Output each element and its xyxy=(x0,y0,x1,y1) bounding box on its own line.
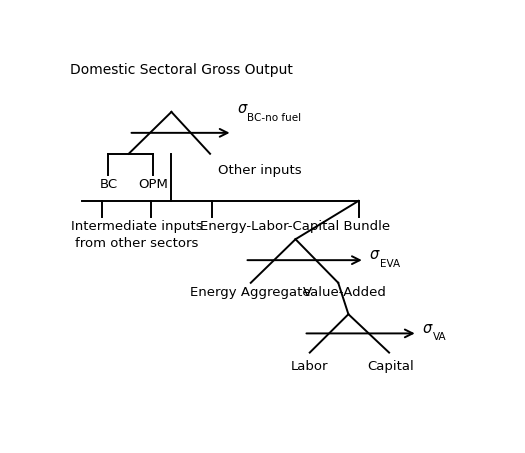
Text: $\sigma$: $\sigma$ xyxy=(422,321,433,336)
Text: Energy Aggregate: Energy Aggregate xyxy=(191,286,311,299)
Text: BC-no fuel: BC-no fuel xyxy=(247,113,302,123)
Text: Value-Added: Value-Added xyxy=(302,286,386,299)
Text: EVA: EVA xyxy=(380,259,400,269)
Text: VA: VA xyxy=(433,333,446,342)
Text: Capital: Capital xyxy=(368,360,415,372)
Text: Other inputs: Other inputs xyxy=(218,164,302,177)
Text: Labor: Labor xyxy=(291,360,329,372)
Text: BC: BC xyxy=(99,178,118,191)
Text: Energy-Labor-Capital Bundle: Energy-Labor-Capital Bundle xyxy=(201,220,391,233)
Text: Intermediate inputs
from other sectors: Intermediate inputs from other sectors xyxy=(71,220,203,250)
Text: $\sigma$: $\sigma$ xyxy=(236,101,248,116)
Text: Domestic Sectoral Gross Output: Domestic Sectoral Gross Output xyxy=(70,63,292,77)
Text: OPM: OPM xyxy=(138,178,168,191)
Text: $\sigma$: $\sigma$ xyxy=(369,247,381,262)
